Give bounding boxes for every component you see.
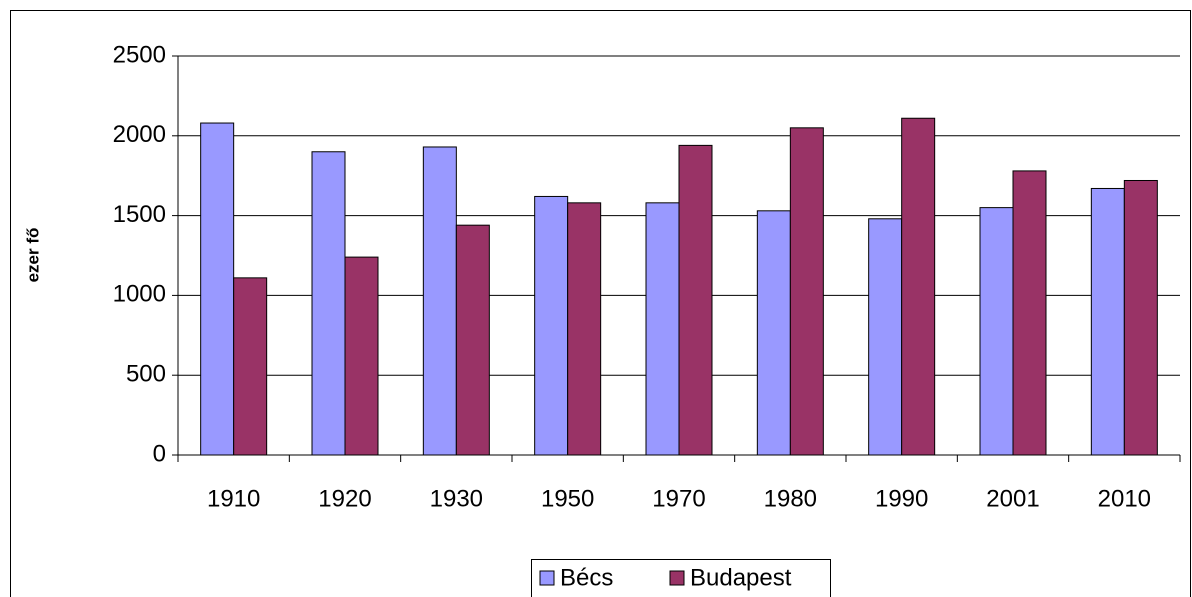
bar — [311, 151, 346, 456]
y-tick-label: 1000 — [113, 281, 166, 308]
y-tick-label: 1500 — [113, 201, 166, 228]
bar — [233, 277, 268, 456]
bar — [455, 224, 490, 456]
bar — [567, 202, 602, 456]
bar — [789, 127, 824, 456]
x-tick-label: 1920 — [318, 485, 371, 512]
x-tick-label: 1990 — [875, 485, 928, 512]
x-tick-label: 2010 — [1098, 485, 1151, 512]
x-tick-label: 1970 — [652, 485, 705, 512]
bar — [756, 210, 791, 456]
legend-label: Bécs — [560, 564, 613, 591]
x-tick-label: 1910 — [207, 485, 260, 512]
legend-label: Budapest — [690, 564, 792, 591]
x-tick-label: 1980 — [764, 485, 817, 512]
bar — [645, 202, 680, 456]
bar — [979, 207, 1014, 456]
bar — [534, 195, 569, 456]
bar — [868, 218, 903, 456]
legend-swatch — [669, 570, 685, 586]
y-axis-title: ezer fő — [23, 228, 42, 283]
bar — [1090, 187, 1125, 456]
x-tick-label: 1930 — [430, 485, 483, 512]
y-tick-label: 2500 — [113, 41, 166, 68]
bar — [344, 256, 379, 456]
y-tick-label: 2000 — [113, 121, 166, 148]
x-tick-label: 2001 — [986, 485, 1039, 512]
bar — [678, 144, 713, 456]
legend-swatch — [539, 570, 555, 586]
bar — [422, 146, 457, 456]
x-tick-label: 1950 — [541, 485, 594, 512]
bar — [1012, 170, 1047, 456]
bar — [901, 117, 936, 456]
y-tick-label: 500 — [126, 361, 166, 388]
y-tick-label: 0 — [153, 440, 166, 467]
bar — [200, 122, 235, 456]
bar — [1123, 179, 1158, 456]
